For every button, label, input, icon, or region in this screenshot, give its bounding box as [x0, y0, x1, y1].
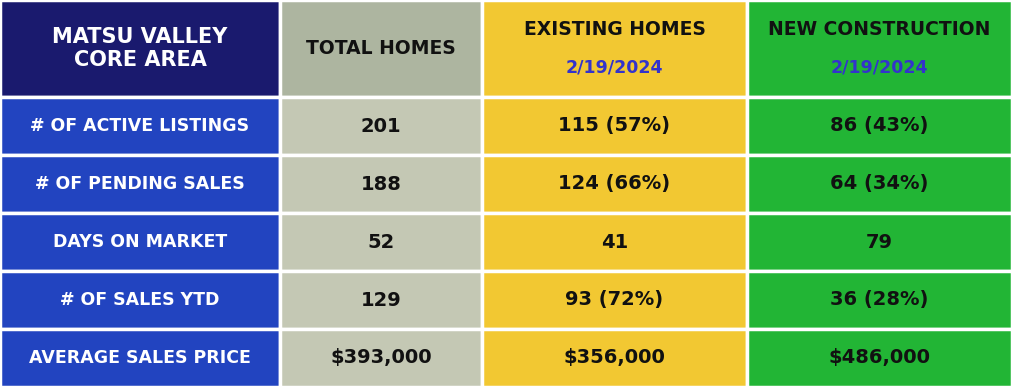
Text: 115 (57%): 115 (57%) — [558, 116, 670, 135]
Bar — [746, 329, 1011, 387]
Text: # OF ACTIVE LISTINGS: # OF ACTIVE LISTINGS — [30, 117, 250, 135]
Text: $356,000: $356,000 — [563, 348, 665, 367]
Text: 2/19/2024: 2/19/2024 — [565, 59, 662, 77]
Text: AVERAGE SALES PRICE: AVERAGE SALES PRICE — [29, 349, 251, 367]
Text: 188: 188 — [360, 175, 401, 194]
Bar — [0, 97, 280, 155]
Bar — [481, 271, 746, 329]
Bar — [280, 97, 481, 155]
Bar — [746, 97, 1011, 155]
Bar — [481, 97, 746, 155]
Text: NEW CONSTRUCTION: NEW CONSTRUCTION — [767, 20, 990, 38]
Text: $486,000: $486,000 — [828, 348, 929, 367]
Bar — [746, 0, 1011, 97]
Bar — [746, 155, 1011, 213]
Bar — [0, 329, 280, 387]
Bar — [0, 213, 280, 271]
Text: 129: 129 — [360, 291, 401, 310]
Text: 52: 52 — [367, 232, 394, 251]
Bar — [280, 271, 481, 329]
Text: 2/19/2024: 2/19/2024 — [830, 59, 927, 77]
Bar — [280, 155, 481, 213]
Text: 64 (34%): 64 (34%) — [829, 175, 928, 194]
Text: 41: 41 — [601, 232, 628, 251]
Bar — [0, 271, 280, 329]
Bar — [481, 213, 746, 271]
Text: 86 (43%): 86 (43%) — [829, 116, 928, 135]
Bar — [0, 155, 280, 213]
Bar — [280, 213, 481, 271]
Text: 201: 201 — [360, 116, 401, 135]
Text: 124 (66%): 124 (66%) — [558, 175, 670, 194]
Bar — [746, 213, 1011, 271]
Text: $393,000: $393,000 — [330, 348, 432, 367]
Text: # OF SALES YTD: # OF SALES YTD — [61, 291, 219, 309]
Text: MATSU VALLEY
CORE AREA: MATSU VALLEY CORE AREA — [53, 27, 227, 70]
Text: EXISTING HOMES: EXISTING HOMES — [523, 20, 705, 38]
Text: # OF PENDING SALES: # OF PENDING SALES — [35, 175, 245, 193]
Bar — [280, 0, 481, 97]
Bar — [0, 0, 280, 97]
Text: DAYS ON MARKET: DAYS ON MARKET — [53, 233, 226, 251]
Text: TOTAL HOMES: TOTAL HOMES — [306, 39, 455, 58]
Bar — [481, 0, 746, 97]
Bar — [481, 329, 746, 387]
Bar — [481, 155, 746, 213]
Text: 93 (72%): 93 (72%) — [565, 291, 663, 310]
Bar — [280, 329, 481, 387]
Bar — [746, 271, 1011, 329]
Text: 36 (28%): 36 (28%) — [829, 291, 928, 310]
Text: 79: 79 — [865, 232, 892, 251]
